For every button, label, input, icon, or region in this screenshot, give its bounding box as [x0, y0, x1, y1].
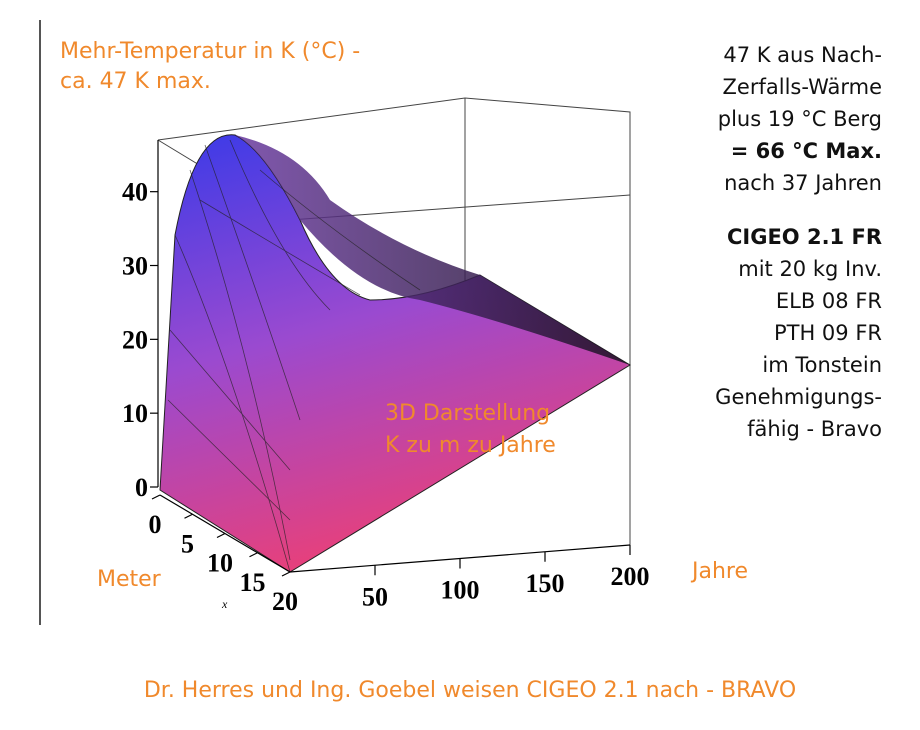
- y-tick-label: 0: [149, 510, 162, 539]
- z-tick-label: 20: [122, 325, 148, 354]
- surface: [159, 134, 631, 573]
- title-line: ca. 47 K max.: [60, 69, 211, 94]
- note: Zerfalls-Wärme: [723, 75, 882, 99]
- y-tick-label: 20: [272, 587, 298, 616]
- title-line: Mehr-Temperatur in K (°C) -: [60, 39, 360, 64]
- note: 47 K aus Nach-: [723, 43, 882, 67]
- note: ELB 08 FR: [776, 289, 882, 313]
- tick: [281, 571, 291, 577]
- tick: [249, 552, 258, 558]
- tick: [216, 532, 226, 539]
- note: = 66 °C Max.: [731, 139, 882, 163]
- x-tick-label: 50: [362, 582, 388, 611]
- y-tick-label: 5: [181, 529, 194, 558]
- z-tick-label: 40: [122, 178, 148, 207]
- z-tick-label: 10: [122, 399, 148, 428]
- note: im Tonstein: [762, 353, 882, 377]
- annotation: K zu m zu Jahre: [385, 433, 556, 458]
- note: fähig - Bravo: [747, 417, 882, 441]
- y-tick-label: 10: [207, 549, 233, 578]
- tick: [184, 513, 193, 519]
- z-tick-label: 30: [122, 252, 148, 281]
- annotation: 3D Darstellung: [385, 401, 550, 426]
- note: Genehmigungs-: [715, 385, 882, 409]
- x-tick-label: 100: [441, 576, 480, 605]
- tick: [151, 494, 161, 500]
- note: PTH 09 FR: [774, 321, 882, 345]
- axis-symbol: x: [221, 597, 228, 611]
- note: plus 19 °C Berg: [718, 107, 882, 131]
- note: nach 37 Jahren: [724, 171, 882, 195]
- note: CIGEO 2.1 FR: [727, 225, 882, 249]
- note: mit 20 kg Inv.: [738, 257, 882, 281]
- z-tick-label: 0: [135, 473, 148, 502]
- y-tick-label: 15: [240, 568, 266, 597]
- x-axis-label: Jahre: [690, 559, 748, 584]
- x-tick-label: 150: [526, 569, 565, 598]
- x-tick-label: 200: [611, 562, 650, 591]
- caption: Dr. Herres und Ing. Goebel weisen CIGEO …: [144, 678, 796, 703]
- y-axis-label: Meter: [97, 567, 162, 592]
